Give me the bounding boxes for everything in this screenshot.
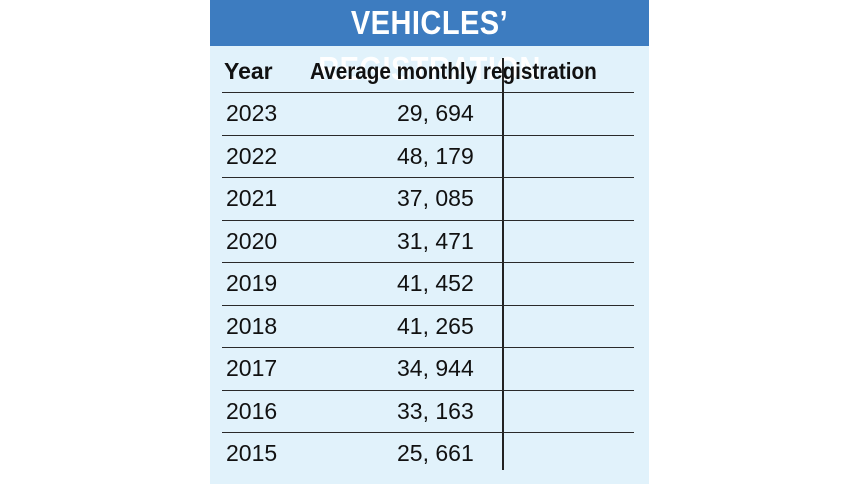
- table-row: 2018 41, 265: [222, 304, 634, 348]
- table-card: VEHICLES’ REGISTRATION Year Average mont…: [210, 0, 649, 484]
- registration-value-cell: 33, 163: [397, 397, 474, 424]
- year-cell: 2022: [226, 142, 278, 169]
- year-cell: 2021: [226, 185, 278, 211]
- registration-value-cell: 29, 694: [397, 100, 474, 126]
- year-cell: 2018: [226, 312, 278, 339]
- table-row: 2023 29, 694: [222, 92, 634, 135]
- registration-value-cell: 31, 471: [397, 227, 474, 254]
- year-cell: 2020: [226, 227, 278, 254]
- registration-value-cell: 25, 661: [397, 440, 474, 466]
- table-row: 2017 34, 944: [222, 347, 634, 390]
- year-cell: 2019: [226, 270, 278, 296]
- registration-value-cell: 34, 944: [397, 355, 474, 381]
- chart-title-banner: VEHICLES’ REGISTRATION: [210, 0, 649, 87]
- registration-value-cell: 48, 179: [397, 142, 474, 169]
- table-row: 2021 37, 085: [222, 177, 634, 220]
- table-row: 2022 48, 179: [222, 134, 634, 178]
- column-header-year: Year: [224, 58, 273, 84]
- year-cell: 2016: [226, 397, 278, 424]
- registration-value-cell: 41, 265: [397, 312, 474, 339]
- table-row: 2019 41, 452: [222, 262, 634, 305]
- column-divider: [502, 58, 504, 470]
- table-row: 2016 33, 163: [222, 389, 634, 433]
- table-body: 2023 29, 694 2022 48, 179 2021 37, 085 2020 31,…: [222, 92, 634, 475]
- year-cell: 2015: [226, 440, 278, 466]
- table-header-row: Year Average monthly registration: [222, 50, 634, 92]
- registration-value-cell: 41, 452: [397, 270, 474, 296]
- registration-value-cell: 37, 085: [397, 185, 474, 211]
- column-header-average: Average monthly registration: [310, 58, 597, 84]
- year-cell: 2023: [226, 100, 278, 126]
- table-row: 2020 31, 471: [222, 219, 634, 263]
- year-cell: 2017: [226, 355, 278, 381]
- table-row: 2015 25, 661: [222, 432, 634, 475]
